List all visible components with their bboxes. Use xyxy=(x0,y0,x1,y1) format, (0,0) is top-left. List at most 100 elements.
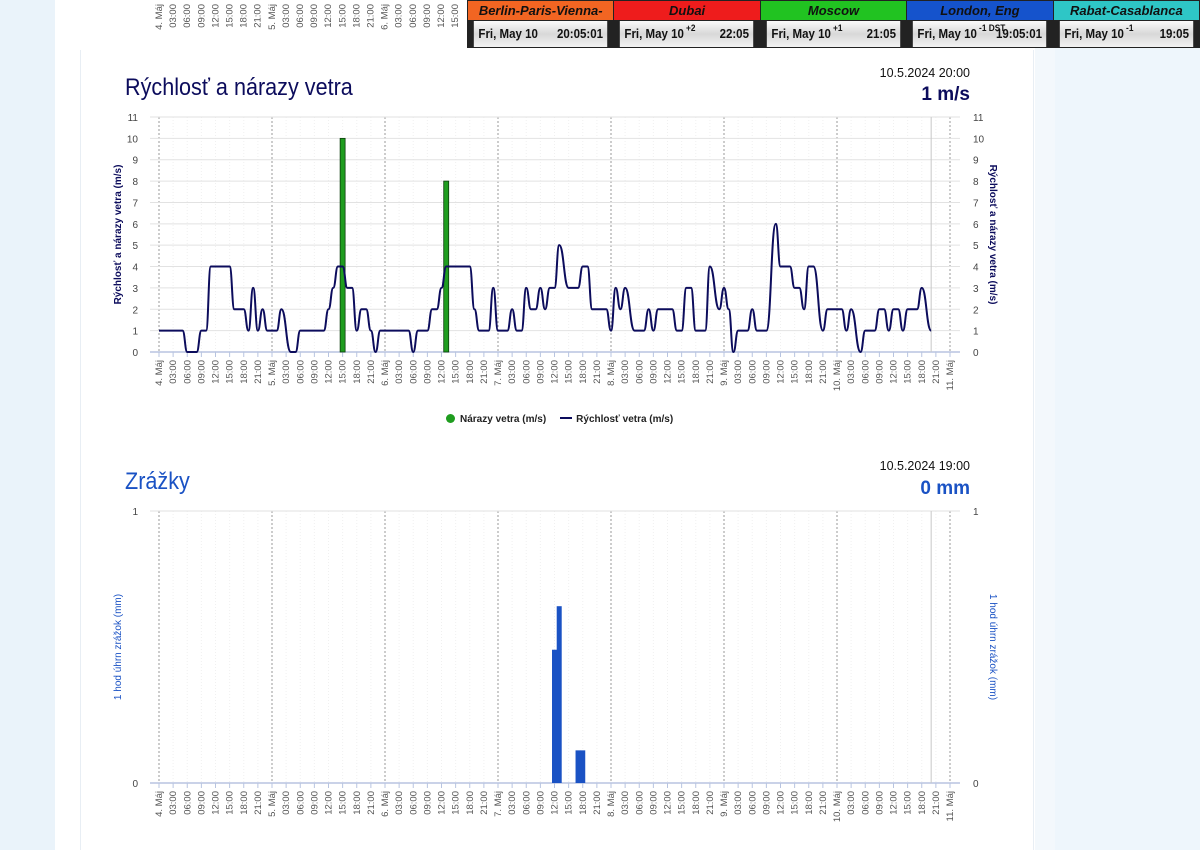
x-tick-label: 9. Máj xyxy=(719,360,730,386)
x-tick-label: 12:00 xyxy=(663,791,674,815)
x-tick-label: 15:00 xyxy=(225,360,236,384)
x-tick-label: 21:00 xyxy=(253,791,264,815)
bar[interactable] xyxy=(552,649,557,783)
x-tick-label: 21:00 xyxy=(818,791,829,815)
y-tick-label-right: 1 xyxy=(973,327,979,338)
y-tick-label-left: 2 xyxy=(132,305,138,316)
x-tick-label: 18:00 xyxy=(691,791,702,815)
x-tick-label: 21:00 xyxy=(366,791,377,815)
y-tick-label-left: 11 xyxy=(128,113,139,124)
x-tick-label: 06:00 xyxy=(521,360,532,384)
rain-current-value: 0 mm xyxy=(920,478,970,499)
clock-offset: -1 DST xyxy=(979,23,1006,33)
x-tick-label: 21:00 xyxy=(592,791,603,815)
x-tick-label: 15:00 xyxy=(225,791,236,815)
x-tick-label: 06:00 xyxy=(860,360,871,384)
x-tick-label: 06:00 xyxy=(295,791,306,815)
clock-date: Fri, May 10 xyxy=(624,27,685,41)
x-tick-label: 09:00 xyxy=(309,360,320,384)
x-tick-label: 03:00 xyxy=(846,791,857,815)
x-tick-label: 12:00 xyxy=(324,791,335,815)
content-panel xyxy=(55,0,1035,850)
y-tick-label-left: 0 xyxy=(132,348,138,359)
x-tick-label: 7. Máj xyxy=(493,360,504,386)
x-tick-label: 06:00 xyxy=(295,360,306,384)
x-tick-label: 03:00 xyxy=(168,360,179,384)
bar[interactable] xyxy=(339,137,346,353)
x-tick-label: 8. Máj xyxy=(606,360,617,386)
clock-time: 20:05:01 xyxy=(556,27,603,41)
x-tick-label: 12:00 xyxy=(323,4,334,28)
wind-timestamp: 10.5.2024 20:00 xyxy=(879,66,970,80)
x-tick-label: 18:00 xyxy=(239,4,250,28)
legend-item-speed[interactable]: Rýchlosť vetra (m/s) xyxy=(560,414,673,425)
x-tick-label: 12:00 xyxy=(776,791,787,815)
legend-item-gusts[interactable]: Nárazy vetra (m/s) xyxy=(446,414,546,425)
x-tick-label: 06:00 xyxy=(182,360,193,384)
x-tick-label: 12:00 xyxy=(550,791,561,815)
x-tick-label: 12:00 xyxy=(663,360,674,384)
x-tick-label: 15:00 xyxy=(903,360,914,384)
x-tick-label: 09:00 xyxy=(422,791,433,815)
x-tick-label: 09:00 xyxy=(196,791,207,815)
bar[interactable] xyxy=(556,606,562,783)
bar[interactable] xyxy=(575,750,581,783)
x-tick-label: 18:00 xyxy=(804,360,815,384)
x-tick-label: 09:00 xyxy=(422,360,433,384)
x-tick-label: 21:00 xyxy=(366,4,377,28)
clock-time: 21:05 xyxy=(866,27,896,41)
x-tick-label: 15:00 xyxy=(903,791,914,815)
x-tick-label: 06:00 xyxy=(408,4,419,28)
x-tick-label: 09:00 xyxy=(196,360,207,384)
x-tick-label: 12:00 xyxy=(437,360,448,384)
x-tick-label: 18:00 xyxy=(465,791,476,815)
page-left-margin xyxy=(0,0,55,850)
x-tick-label: 18:00 xyxy=(239,360,250,384)
x-tick-label: 18:00 xyxy=(804,791,815,815)
x-tick-label: 03:00 xyxy=(507,791,518,815)
page-right-sidebar xyxy=(1055,0,1200,850)
x-tick-label: 09:00 xyxy=(196,4,207,28)
x-tick-label: 21:00 xyxy=(479,360,490,384)
y-tick-label-left: 7 xyxy=(132,198,138,209)
y-tick-label-right: 3 xyxy=(973,284,979,295)
y-axis-title-right: Rýchlosť a nárazy vetra (m/s) xyxy=(987,165,998,305)
x-tick-label: 9. Máj xyxy=(719,791,730,817)
x-tick-label: 09:00 xyxy=(535,360,546,384)
wind-speed-line[interactable] xyxy=(159,222,933,354)
wind-current-value: 1 m/s xyxy=(921,84,970,105)
x-tick-label: 21:00 xyxy=(479,791,490,815)
x-tick-label: 15:00 xyxy=(225,4,236,28)
x-tick-label: 21:00 xyxy=(253,4,264,28)
x-tick-label: 12:00 xyxy=(211,360,222,384)
x-tick-label: 03:00 xyxy=(620,791,631,815)
charts-container xyxy=(80,50,1034,850)
x-tick-label: 03:00 xyxy=(168,791,179,815)
bar[interactable] xyxy=(580,750,586,783)
wind-legend: Nárazy vetra (m/s) Rýchlosť vetra (m/s) xyxy=(446,414,673,425)
x-tick-label: 18:00 xyxy=(352,360,363,384)
x-tick-label: 12:00 xyxy=(211,791,222,815)
x-tick-label: 4. Máj xyxy=(154,791,165,817)
x-tick-label: 03:00 xyxy=(733,791,744,815)
y-tick-label-right: 2 xyxy=(973,305,979,316)
x-tick-label: 5. Máj xyxy=(267,4,278,30)
wind-chart-title: Rýchlosť a nárazy vetra xyxy=(125,74,353,101)
y-tick-label-left: 6 xyxy=(132,220,138,231)
y-axis-title-left: Rýchlosť a nárazy vetra (m/s) xyxy=(113,165,124,305)
x-tick-label: 09:00 xyxy=(761,791,772,815)
y-tick-label-right: 5 xyxy=(973,241,979,252)
x-tick-label: 21:00 xyxy=(705,360,716,384)
y-tick-label-left: 1 xyxy=(132,327,138,338)
x-tick-label: 15:00 xyxy=(677,791,688,815)
x-tick-label: 7. Máj xyxy=(493,791,504,817)
y-tick-label-right: 7 xyxy=(973,198,979,209)
x-tick-label: 15:00 xyxy=(564,360,575,384)
x-tick-label: 21:00 xyxy=(592,360,603,384)
x-tick-label: 12:00 xyxy=(437,791,448,815)
x-tick-label: 09:00 xyxy=(761,360,772,384)
x-tick-label: 12:00 xyxy=(324,360,335,384)
x-tick-label: 12:00 xyxy=(889,791,900,815)
x-tick-label: 06:00 xyxy=(295,4,306,28)
